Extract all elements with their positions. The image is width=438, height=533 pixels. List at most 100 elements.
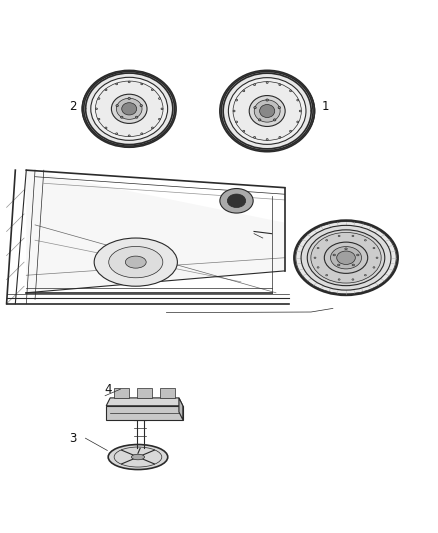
Ellipse shape bbox=[98, 98, 100, 99]
Ellipse shape bbox=[297, 121, 299, 123]
Ellipse shape bbox=[254, 136, 255, 138]
Ellipse shape bbox=[111, 94, 147, 124]
Ellipse shape bbox=[120, 116, 123, 118]
Ellipse shape bbox=[338, 235, 340, 237]
Ellipse shape bbox=[159, 118, 160, 120]
Ellipse shape bbox=[141, 83, 143, 85]
Polygon shape bbox=[26, 170, 285, 293]
Ellipse shape bbox=[105, 89, 107, 91]
Text: 4: 4 bbox=[104, 383, 112, 395]
Ellipse shape bbox=[326, 274, 328, 276]
Ellipse shape bbox=[279, 136, 281, 138]
Ellipse shape bbox=[82, 70, 176, 147]
Ellipse shape bbox=[233, 110, 235, 112]
Ellipse shape bbox=[141, 133, 143, 134]
Ellipse shape bbox=[117, 98, 142, 119]
Ellipse shape bbox=[233, 82, 301, 140]
Ellipse shape bbox=[95, 108, 97, 110]
Ellipse shape bbox=[223, 73, 311, 149]
Ellipse shape bbox=[116, 83, 118, 85]
Ellipse shape bbox=[333, 254, 336, 256]
Ellipse shape bbox=[338, 264, 340, 266]
Ellipse shape bbox=[279, 84, 281, 86]
Ellipse shape bbox=[352, 264, 354, 266]
Ellipse shape bbox=[227, 194, 246, 207]
Ellipse shape bbox=[254, 107, 256, 109]
Ellipse shape bbox=[135, 116, 138, 118]
Ellipse shape bbox=[231, 75, 314, 147]
Ellipse shape bbox=[161, 108, 163, 110]
Ellipse shape bbox=[254, 84, 255, 86]
Ellipse shape bbox=[331, 247, 361, 269]
Ellipse shape bbox=[236, 99, 237, 101]
Ellipse shape bbox=[140, 104, 142, 107]
Ellipse shape bbox=[290, 130, 292, 132]
Ellipse shape bbox=[311, 232, 381, 283]
Ellipse shape bbox=[152, 127, 153, 128]
Ellipse shape bbox=[278, 107, 281, 109]
Ellipse shape bbox=[82, 75, 165, 143]
Ellipse shape bbox=[254, 100, 280, 122]
Ellipse shape bbox=[94, 238, 177, 286]
Ellipse shape bbox=[258, 119, 261, 121]
Ellipse shape bbox=[364, 239, 366, 241]
Text: 2: 2 bbox=[69, 100, 77, 113]
Polygon shape bbox=[159, 388, 175, 398]
Ellipse shape bbox=[290, 90, 292, 92]
Ellipse shape bbox=[122, 103, 137, 115]
Polygon shape bbox=[179, 398, 183, 420]
Ellipse shape bbox=[266, 139, 268, 140]
Ellipse shape bbox=[273, 119, 276, 121]
Polygon shape bbox=[137, 388, 152, 398]
Ellipse shape bbox=[105, 127, 107, 128]
Ellipse shape bbox=[98, 118, 100, 120]
Ellipse shape bbox=[243, 90, 245, 92]
Ellipse shape bbox=[317, 266, 319, 268]
Ellipse shape bbox=[364, 274, 366, 276]
Ellipse shape bbox=[352, 235, 354, 237]
Ellipse shape bbox=[249, 95, 285, 126]
Ellipse shape bbox=[352, 279, 354, 280]
Ellipse shape bbox=[128, 135, 130, 136]
Ellipse shape bbox=[131, 454, 145, 460]
Ellipse shape bbox=[108, 445, 168, 470]
Ellipse shape bbox=[373, 266, 375, 268]
Ellipse shape bbox=[125, 256, 146, 268]
Ellipse shape bbox=[95, 81, 163, 136]
Ellipse shape bbox=[128, 98, 131, 100]
Ellipse shape bbox=[345, 248, 347, 249]
Text: 3: 3 bbox=[69, 432, 77, 445]
Ellipse shape bbox=[373, 247, 375, 249]
Ellipse shape bbox=[301, 225, 391, 290]
Ellipse shape bbox=[338, 279, 340, 280]
Ellipse shape bbox=[109, 246, 163, 278]
Ellipse shape bbox=[266, 82, 268, 83]
Ellipse shape bbox=[228, 78, 306, 144]
Ellipse shape bbox=[243, 130, 245, 132]
Ellipse shape bbox=[317, 247, 319, 249]
Polygon shape bbox=[114, 388, 130, 398]
Text: 1: 1 bbox=[322, 100, 329, 113]
Ellipse shape bbox=[307, 230, 385, 286]
Ellipse shape bbox=[326, 239, 328, 241]
Ellipse shape bbox=[116, 104, 118, 107]
Ellipse shape bbox=[314, 257, 316, 259]
Ellipse shape bbox=[116, 133, 118, 134]
Polygon shape bbox=[106, 398, 183, 406]
Ellipse shape bbox=[376, 257, 378, 259]
Ellipse shape bbox=[220, 70, 314, 152]
Ellipse shape bbox=[294, 221, 398, 295]
Ellipse shape bbox=[221, 71, 313, 150]
Ellipse shape bbox=[337, 251, 355, 264]
Ellipse shape bbox=[324, 242, 368, 273]
Ellipse shape bbox=[236, 121, 237, 123]
Ellipse shape bbox=[299, 110, 301, 112]
Ellipse shape bbox=[91, 77, 168, 140]
Ellipse shape bbox=[152, 89, 153, 91]
Ellipse shape bbox=[84, 71, 175, 146]
Ellipse shape bbox=[85, 73, 173, 144]
Ellipse shape bbox=[297, 99, 299, 101]
Ellipse shape bbox=[266, 99, 268, 101]
Ellipse shape bbox=[220, 189, 253, 213]
Polygon shape bbox=[106, 406, 183, 420]
